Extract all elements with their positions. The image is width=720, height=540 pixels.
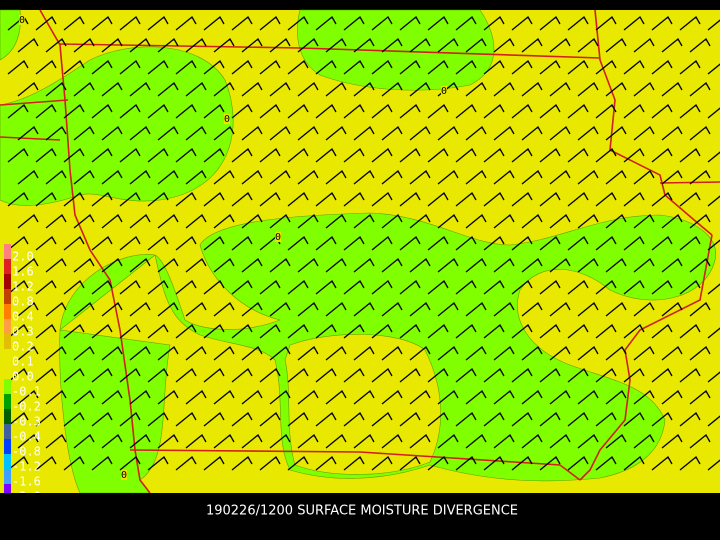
legend-label: 0.8	[12, 295, 34, 309]
contour-label: 0	[121, 470, 127, 481]
border	[594, 9, 713, 236]
legend-swatch	[4, 319, 11, 334]
border	[659, 181, 720, 184]
caption: 190226/1200 SURFACE MOISTURE DIVERGENCE	[206, 504, 518, 519]
legend-swatch	[4, 439, 11, 454]
legend-swatch	[4, 379, 11, 394]
contour-label: 0	[441, 86, 447, 97]
green-region	[0, 9, 21, 61]
contour-label-bg	[121, 470, 127, 480]
contour-label-bg	[19, 15, 25, 25]
legend-label: -0.8	[12, 445, 41, 459]
legend-swatch	[4, 364, 11, 379]
contour-label-bg	[275, 232, 281, 242]
legend-label: -1.2	[12, 460, 41, 474]
contour-label-bg	[441, 86, 447, 96]
legend-swatch	[4, 349, 11, 364]
legend-label: 1.6	[12, 265, 34, 279]
legend-label: -0.4	[12, 430, 41, 444]
border	[59, 43, 601, 59]
caption-bar	[0, 493, 720, 540]
legend-swatch	[4, 304, 11, 319]
legend-swatch	[4, 244, 11, 259]
contour-label-bg	[224, 114, 230, 124]
contour-label: 0	[275, 232, 281, 243]
legend-label: 0.2	[12, 340, 34, 354]
legend-label: 1.2	[12, 280, 34, 294]
state-borders	[0, 9, 720, 494]
border	[129, 449, 581, 481]
legend-swatch	[4, 469, 11, 484]
legend-label: -0.3	[12, 415, 41, 429]
legend-swatch	[4, 289, 11, 304]
yellow-pocket	[284, 334, 441, 475]
border	[0, 99, 69, 106]
legend-label: -0.2	[12, 400, 41, 414]
legend-swatch	[4, 274, 11, 289]
legend-label: 0.0	[12, 370, 34, 384]
legend-swatch	[4, 484, 11, 499]
contour-label: 0	[224, 114, 230, 125]
legend-label: 0.3	[12, 325, 34, 339]
border	[39, 9, 151, 494]
border	[579, 234, 713, 481]
contour-label: 0	[19, 15, 25, 26]
legend-swatch	[4, 334, 11, 349]
border	[0, 136, 61, 141]
green-region	[297, 9, 495, 91]
legend-swatch	[4, 259, 11, 274]
legend-swatch	[4, 454, 11, 469]
legend: 2.01.61.20.80.40.30.20.10.0-0.1-0.2-0.3-…	[4, 244, 41, 504]
legend-swatch	[4, 394, 11, 409]
legend-label: 0.4	[12, 310, 34, 324]
divergence-fill	[0, 9, 717, 494]
legend-label: -1.6	[12, 475, 41, 489]
legend-label: 0.1	[12, 355, 34, 369]
legend-swatch	[4, 409, 11, 424]
contour-labels: 0 0 0 0 0	[19, 15, 447, 481]
legend-label: 2.0	[12, 250, 34, 264]
legend-label: -0.1	[12, 385, 41, 399]
legend-swatch	[4, 424, 11, 439]
